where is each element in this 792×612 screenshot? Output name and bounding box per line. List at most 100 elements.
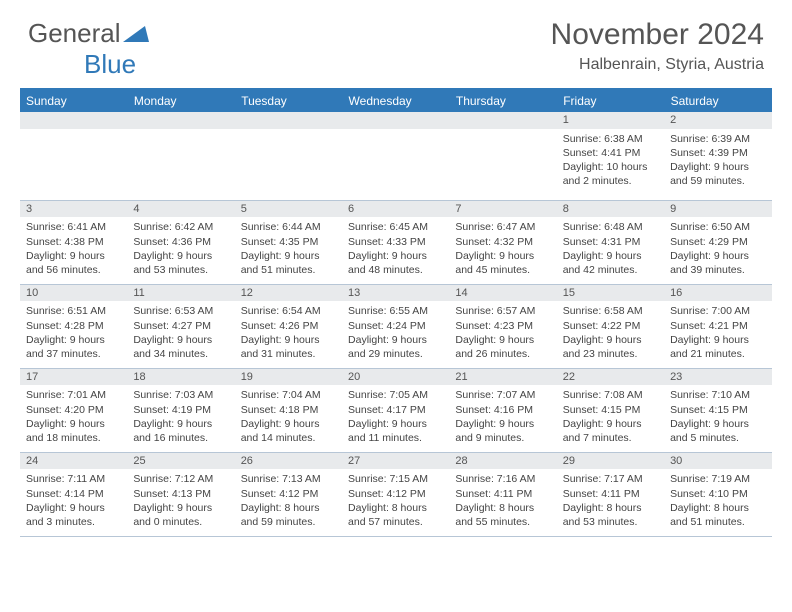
sunrise-line: Sunrise: 7:11 AM (26, 472, 121, 486)
daylight-line: Daylight: 9 hours and 51 minutes. (241, 249, 336, 277)
calendar-head: SundayMondayTuesdayWednesdayThursdayFrid… (20, 89, 772, 112)
day-number: 25 (127, 453, 234, 470)
day-cell: 14Sunrise: 6:57 AMSunset: 4:23 PMDayligh… (449, 284, 556, 368)
day-number: 2 (664, 112, 771, 129)
sunset-line: Sunset: 4:32 PM (455, 235, 550, 249)
calendar-body: 1Sunrise: 6:38 AMSunset: 4:41 PMDaylight… (20, 112, 772, 536)
day-cell: 26Sunrise: 7:13 AMSunset: 4:12 PMDayligh… (235, 452, 342, 536)
day-cell: 22Sunrise: 7:08 AMSunset: 4:15 PMDayligh… (557, 368, 664, 452)
day-number: 5 (235, 201, 342, 218)
day-number: 7 (449, 201, 556, 218)
sunset-line: Sunset: 4:31 PM (563, 235, 658, 249)
sunset-line: Sunset: 4:35 PM (241, 235, 336, 249)
sunset-line: Sunset: 4:15 PM (563, 403, 658, 417)
day-cell: 9Sunrise: 6:50 AMSunset: 4:29 PMDaylight… (664, 200, 771, 284)
brand-part1: General (28, 18, 121, 48)
day-number: 3 (20, 201, 127, 218)
daylight-line: Daylight: 8 hours and 59 minutes. (241, 501, 336, 529)
day-cell: 25Sunrise: 7:12 AMSunset: 4:13 PMDayligh… (127, 452, 234, 536)
sunrise-line: Sunrise: 7:08 AM (563, 388, 658, 402)
sunset-line: Sunset: 4:26 PM (241, 319, 336, 333)
daylight-line: Daylight: 9 hours and 14 minutes. (241, 417, 336, 445)
sunset-line: Sunset: 4:36 PM (133, 235, 228, 249)
sunset-line: Sunset: 4:39 PM (670, 146, 765, 160)
sunrise-line: Sunrise: 7:01 AM (26, 388, 121, 402)
day-header: Sunday (20, 89, 127, 112)
calendar-row: 3Sunrise: 6:41 AMSunset: 4:38 PMDaylight… (20, 200, 772, 284)
daylight-line: Daylight: 9 hours and 18 minutes. (26, 417, 121, 445)
day-cell: 1Sunrise: 6:38 AMSunset: 4:41 PMDaylight… (557, 112, 664, 200)
day-cell: 3Sunrise: 6:41 AMSunset: 4:38 PMDaylight… (20, 200, 127, 284)
daylight-line: Daylight: 8 hours and 51 minutes. (670, 501, 765, 529)
sunset-line: Sunset: 4:15 PM (670, 403, 765, 417)
empty-cell (342, 112, 449, 200)
day-cell: 23Sunrise: 7:10 AMSunset: 4:15 PMDayligh… (664, 368, 771, 452)
daylight-line: Daylight: 9 hours and 0 minutes. (133, 501, 228, 529)
daynum-band (449, 112, 556, 129)
daylight-line: Daylight: 9 hours and 11 minutes. (348, 417, 443, 445)
daylight-line: Daylight: 8 hours and 53 minutes. (563, 501, 658, 529)
day-cell: 7Sunrise: 6:47 AMSunset: 4:32 PMDaylight… (449, 200, 556, 284)
sunrise-line: Sunrise: 7:05 AM (348, 388, 443, 402)
daylight-line: Daylight: 9 hours and 29 minutes. (348, 333, 443, 361)
day-number: 4 (127, 201, 234, 218)
day-cell: 29Sunrise: 7:17 AMSunset: 4:11 PMDayligh… (557, 452, 664, 536)
sunrise-line: Sunrise: 6:57 AM (455, 304, 550, 318)
day-header: Monday (127, 89, 234, 112)
day-number: 19 (235, 369, 342, 386)
sunrise-line: Sunrise: 7:16 AM (455, 472, 550, 486)
daynum-band (235, 112, 342, 129)
day-number: 8 (557, 201, 664, 218)
day-cell: 16Sunrise: 7:00 AMSunset: 4:21 PMDayligh… (664, 284, 771, 368)
sunset-line: Sunset: 4:10 PM (670, 487, 765, 501)
daylight-line: Daylight: 9 hours and 16 minutes. (133, 417, 228, 445)
day-number: 18 (127, 369, 234, 386)
sunset-line: Sunset: 4:11 PM (563, 487, 658, 501)
sunset-line: Sunset: 4:38 PM (26, 235, 121, 249)
sunrise-line: Sunrise: 6:39 AM (670, 132, 765, 146)
sunset-line: Sunset: 4:19 PM (133, 403, 228, 417)
sunset-line: Sunset: 4:20 PM (26, 403, 121, 417)
daylight-line: Daylight: 9 hours and 3 minutes. (26, 501, 121, 529)
sunrise-line: Sunrise: 6:55 AM (348, 304, 443, 318)
day-cell: 10Sunrise: 6:51 AMSunset: 4:28 PMDayligh… (20, 284, 127, 368)
sunset-line: Sunset: 4:16 PM (455, 403, 550, 417)
sunset-line: Sunset: 4:41 PM (563, 146, 658, 160)
daylight-line: Daylight: 8 hours and 57 minutes. (348, 501, 443, 529)
sunrise-line: Sunrise: 6:44 AM (241, 220, 336, 234)
daylight-line: Daylight: 9 hours and 48 minutes. (348, 249, 443, 277)
sunrise-line: Sunrise: 7:13 AM (241, 472, 336, 486)
day-number: 12 (235, 285, 342, 302)
title-block: November 2024 Halbenrain, Styria, Austri… (551, 18, 764, 78)
day-number: 20 (342, 369, 449, 386)
sunset-line: Sunset: 4:33 PM (348, 235, 443, 249)
sunrise-line: Sunrise: 6:51 AM (26, 304, 121, 318)
day-number: 29 (557, 453, 664, 470)
daylight-line: Daylight: 9 hours and 53 minutes. (133, 249, 228, 277)
day-header: Saturday (664, 89, 771, 112)
day-header: Wednesday (342, 89, 449, 112)
daylight-line: Daylight: 9 hours and 5 minutes. (670, 417, 765, 445)
daylight-line: Daylight: 9 hours and 56 minutes. (26, 249, 121, 277)
daylight-line: Daylight: 9 hours and 37 minutes. (26, 333, 121, 361)
day-header: Friday (557, 89, 664, 112)
sunset-line: Sunset: 4:24 PM (348, 319, 443, 333)
calendar-table: SundayMondayTuesdayWednesdayThursdayFrid… (20, 88, 772, 537)
day-number: 14 (449, 285, 556, 302)
day-header-row: SundayMondayTuesdayWednesdayThursdayFrid… (20, 89, 772, 112)
month-title: November 2024 (551, 18, 764, 52)
sunrise-line: Sunrise: 7:19 AM (670, 472, 765, 486)
sunrise-line: Sunrise: 6:48 AM (563, 220, 658, 234)
day-number: 9 (664, 201, 771, 218)
day-header: Thursday (449, 89, 556, 112)
sunrise-line: Sunrise: 7:04 AM (241, 388, 336, 402)
day-number: 24 (20, 453, 127, 470)
day-cell: 15Sunrise: 6:58 AMSunset: 4:22 PMDayligh… (557, 284, 664, 368)
sunset-line: Sunset: 4:22 PM (563, 319, 658, 333)
day-cell: 27Sunrise: 7:15 AMSunset: 4:12 PMDayligh… (342, 452, 449, 536)
sunset-line: Sunset: 4:27 PM (133, 319, 228, 333)
day-cell: 13Sunrise: 6:55 AMSunset: 4:24 PMDayligh… (342, 284, 449, 368)
sunrise-line: Sunrise: 7:10 AM (670, 388, 765, 402)
sunset-line: Sunset: 4:12 PM (241, 487, 336, 501)
brand-part2: Blue (84, 49, 136, 79)
